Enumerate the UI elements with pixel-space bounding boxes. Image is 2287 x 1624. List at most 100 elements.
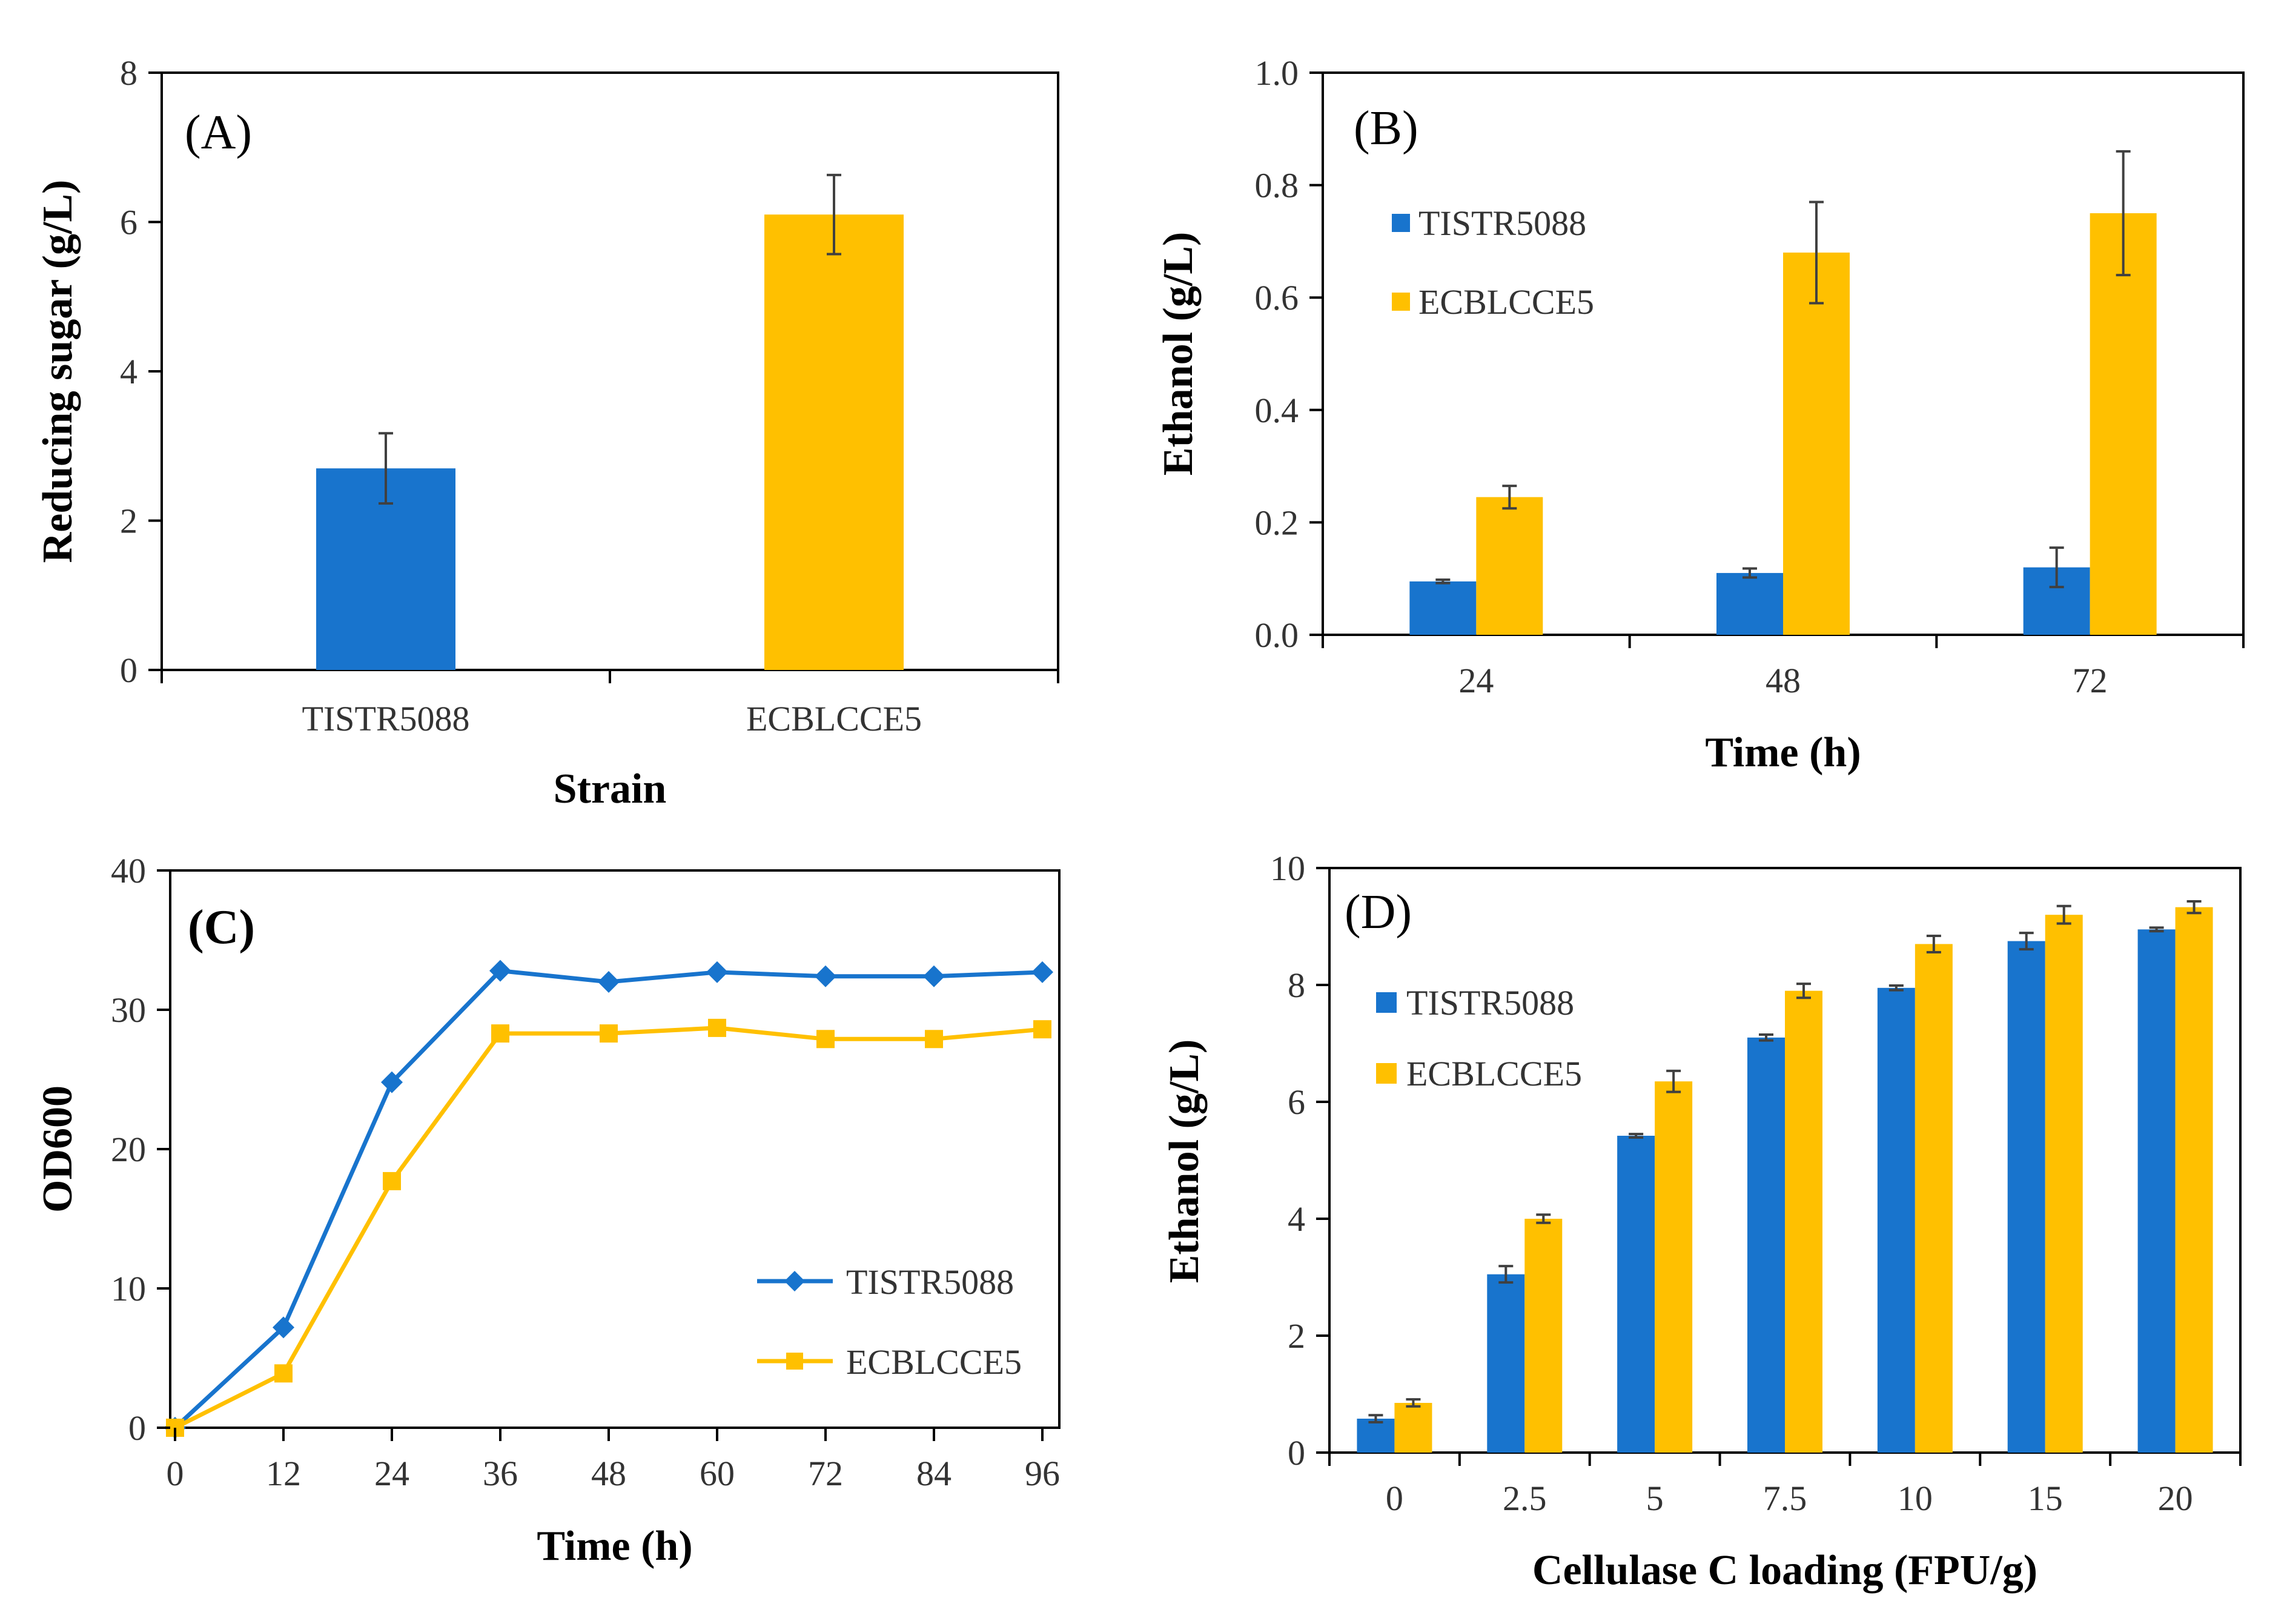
- panel-c-x-tick-label: 12: [266, 1454, 301, 1493]
- panel-c-point-ecblcce5-60: [708, 1018, 726, 1037]
- panel-b-y-tick-label: 0.8: [1255, 166, 1299, 205]
- panel-c-legend-label-tistr5088: TISTR5088: [846, 1262, 1014, 1302]
- panel-b-y-tick-label: 1.0: [1255, 53, 1299, 93]
- panel-c-x-tick-label: 60: [700, 1454, 735, 1493]
- panel-c-legend-marker-ecblcce5: [786, 1353, 803, 1370]
- panel-c-x-tick-label: 96: [1025, 1454, 1060, 1493]
- panel-a-label: (A): [185, 106, 252, 159]
- panel-b-legend-swatch-tistr5088: [1392, 214, 1410, 232]
- panel-c-y-ticks: 0 10 20 30 40: [111, 851, 170, 1448]
- panel-d-y-tick-label: 2: [1288, 1316, 1305, 1356]
- panel-a-marks: [316, 173, 904, 670]
- panel-d-bar-ecblcce5-5: [1655, 1081, 1693, 1453]
- panel-c-y-tick-label: 30: [111, 990, 146, 1030]
- panel-a-y-tick-label: 4: [120, 352, 137, 391]
- panel-d-legend: TISTR5088 ECBLCCE5: [1376, 983, 1582, 1093]
- panel-b-xlabel: Time (h): [1705, 729, 1861, 776]
- panel-d-bar-tistr5088-15: [2007, 941, 2045, 1453]
- panel-d-bar-tistr5088-20: [2137, 929, 2176, 1453]
- panel-d-x-tick-label: 0: [1386, 1479, 1403, 1518]
- panel-d-x-tick-label: 5: [1646, 1479, 1664, 1518]
- panel-d-bar-tistr5088-2-5: [1487, 1274, 1525, 1453]
- panel-c-point-ecblcce5-24: [383, 1172, 401, 1190]
- panel-d-x-tick-label: 20: [2158, 1479, 2193, 1518]
- panel-b-y-tick-label: 0.6: [1255, 278, 1299, 317]
- panel-c-x-tick-label: 36: [483, 1454, 518, 1493]
- panel-c-point-tistr5088-48: [598, 971, 620, 993]
- panel-c-point-ecblcce5-48: [600, 1024, 618, 1043]
- panel-a-plot-frame: [161, 71, 1059, 671]
- panel-c-x-tick-label: 24: [374, 1454, 409, 1493]
- panel-d-bar-ecblcce5-7-5: [1785, 990, 1822, 1453]
- panel-d-bar-tistr5088-7-5: [1747, 1037, 1785, 1453]
- panel-c-point-ecblcce5-84: [925, 1030, 943, 1049]
- panel-d-legend-swatch-ecblcce5: [1376, 1063, 1397, 1084]
- panel-b-bar-tistr5088-24: [1409, 581, 1477, 635]
- panel-d-bar-ecblcce5-2-5: [1524, 1219, 1563, 1453]
- panel-c-ylabel: OD600: [35, 1085, 81, 1213]
- panel-d-bar-tistr5088-0: [1357, 1419, 1395, 1453]
- panel-b-x-tick-label: 24: [1458, 661, 1494, 700]
- panel-c: 0 10 20 30 40 0 12 24 36 48 60 72 84 96 (C) OD600 Ti…: [35, 851, 1061, 1569]
- panel-d-x-tick-label: 7.5: [1763, 1479, 1807, 1518]
- panel-d-x-tick-label: 10: [1898, 1479, 1933, 1518]
- panel-d-x-tick-label: 15: [2028, 1479, 2063, 1518]
- panel-c-x-tick-label: 48: [591, 1454, 626, 1493]
- panel-d-marks: [1357, 900, 2213, 1453]
- panel-d-y-tick-label: 6: [1288, 1082, 1305, 1122]
- panel-b-label: (B): [1354, 102, 1418, 155]
- panel-b-y-ticks: 0.0 0.2 0.4 0.6 0.8 1.0: [1255, 53, 1323, 655]
- panel-c-marks: [164, 959, 1053, 1439]
- panel-b-ylabel: Ethanol (g/L): [1155, 232, 1202, 476]
- panel-a: 0 2 4 6 8 TISTR5088 ECBLCCE5 (A) Reducing sug…: [35, 53, 1059, 812]
- panel-c-point-ecblcce5-96: [1033, 1020, 1051, 1039]
- panel-d-bar-tistr5088-10: [1877, 987, 1915, 1453]
- panel-b-x-tick-label: 48: [1766, 661, 1801, 700]
- panel-a-y-tick-label: 0: [120, 651, 137, 690]
- panel-c-point-tistr5088-96: [1031, 961, 1053, 983]
- panel-b-bar-ecblcce5-24: [1476, 497, 1543, 635]
- panel-d-bar-ecblcce5-10: [1915, 944, 1953, 1453]
- panel-d-y-tick-label: 8: [1288, 966, 1305, 1005]
- panel-c-y-tick-label: 40: [111, 851, 146, 890]
- panel-d-y-ticks: 0 2 4 6 8 10: [1270, 849, 1329, 1473]
- panel-b-x-ticks: 24 48 72: [1322, 635, 2245, 700]
- panel-c-point-ecblcce5-72: [816, 1030, 835, 1049]
- panel-b-y-tick-label: 0.2: [1255, 503, 1299, 542]
- panel-c-y-tick-label: 20: [111, 1130, 146, 1169]
- panel-c-x-ticks: 0 12 24 36 48 60 72 84 96: [167, 1428, 1060, 1493]
- panel-b-y-tick-label: 0.4: [1255, 391, 1299, 430]
- panel-d-y-tick-label: 10: [1270, 849, 1305, 888]
- panel-d-legend-label-tistr5088: TISTR5088: [1406, 983, 1574, 1022]
- panel-b: 0.0 0.2 0.4 0.6 0.8 1.0 24 48 72 (B) Ethanol (g…: [1155, 53, 2245, 776]
- panel-a-x-tick-label: ECBLCCE5: [746, 699, 922, 738]
- panel-b-legend-label-tistr5088: TISTR5088: [1418, 204, 1586, 243]
- panel-b-legend-label-ecblcce5: ECBLCCE5: [1418, 282, 1594, 322]
- panel-c-label: (C): [188, 901, 255, 954]
- panel-b-marks: [1409, 150, 2157, 635]
- panel-d-y-tick-label: 4: [1288, 1199, 1305, 1239]
- panel-d-x-tick-label: 2.5: [1503, 1479, 1547, 1518]
- panel-d-label: (D): [1345, 886, 1412, 939]
- panel-c-point-tistr5088-84: [923, 965, 945, 987]
- panel-d-ylabel: Ethanol (g/L): [1161, 1039, 1208, 1284]
- panel-c-point-tistr5088-72: [815, 965, 836, 987]
- panel-b-y-tick-label: 0.0: [1255, 615, 1299, 655]
- panel-d-bar-ecblcce5-0: [1394, 1402, 1432, 1453]
- panel-a-ylabel: Reducing sugar (g/L): [35, 180, 81, 563]
- panel-c-xlabel: Time (h): [537, 1523, 692, 1569]
- panel-c-x-tick-label: 72: [808, 1454, 843, 1493]
- panel-c-y-tick-label: 0: [128, 1408, 146, 1448]
- panel-a-bar-ecblcce5: [764, 214, 904, 670]
- panel-d-legend-swatch-tistr5088: [1376, 992, 1397, 1013]
- panel-a-xlabel: Strain: [554, 766, 667, 812]
- panel-c-point-ecblcce5-36: [491, 1024, 509, 1043]
- panel-b-bar-ecblcce5-48: [1783, 252, 1850, 635]
- panel-c-point-ecblcce5-12: [274, 1364, 293, 1383]
- panel-c-y-tick-label: 10: [111, 1269, 146, 1308]
- panel-c-legend-label-ecblcce5: ECBLCCE5: [846, 1342, 1022, 1382]
- panel-a-y-ticks: 0 2 4 6 8: [120, 53, 162, 690]
- panel-d-x-ticks: 0 2.5 5 7.5 10 15 20: [1328, 1453, 2242, 1518]
